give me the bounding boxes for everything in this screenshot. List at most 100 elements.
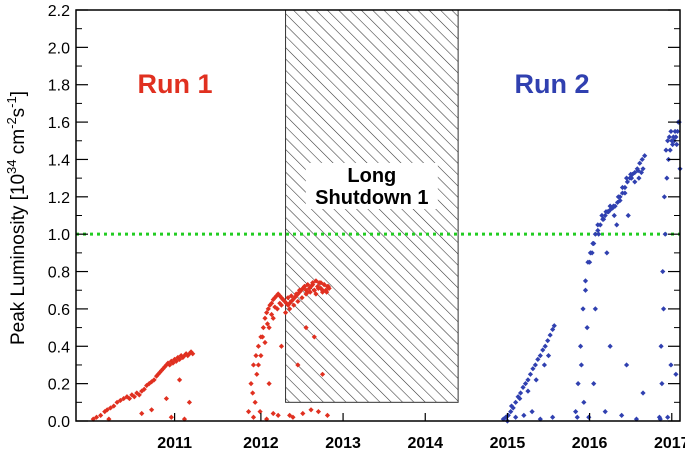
data-point xyxy=(592,231,598,237)
data-point xyxy=(591,240,597,247)
data-point xyxy=(634,166,640,172)
data-point xyxy=(252,399,258,405)
data-point xyxy=(272,295,278,301)
data-point xyxy=(624,179,631,185)
x-tick-label: 2017 xyxy=(654,435,685,452)
y-tick-label: 0.6 xyxy=(48,302,70,319)
data-point xyxy=(305,282,311,288)
data-point xyxy=(625,212,631,219)
data-point xyxy=(610,203,617,209)
data-point xyxy=(656,414,663,420)
data-point xyxy=(264,310,270,316)
data-point xyxy=(584,324,590,331)
data-point xyxy=(550,414,556,420)
data-point xyxy=(250,362,257,368)
data-point xyxy=(628,175,635,181)
data-point xyxy=(274,306,280,312)
data-point xyxy=(186,399,193,405)
data-point xyxy=(295,362,301,368)
data-point xyxy=(577,343,584,349)
data-point xyxy=(306,285,312,291)
data-point xyxy=(535,356,541,362)
data-point xyxy=(303,291,309,297)
data-point xyxy=(255,362,262,368)
data-point xyxy=(587,259,593,265)
data-point xyxy=(311,334,317,340)
data-point xyxy=(580,306,586,312)
data-point xyxy=(139,410,145,417)
data-point xyxy=(285,295,291,301)
data-point xyxy=(513,414,519,420)
data-point xyxy=(573,409,579,415)
data-point xyxy=(605,209,612,215)
data-point xyxy=(176,377,183,383)
data-point xyxy=(188,349,194,355)
data-point xyxy=(515,394,521,400)
data-point xyxy=(273,293,280,299)
data-point xyxy=(537,416,543,422)
data-point xyxy=(522,381,529,387)
data-point xyxy=(291,295,298,301)
data-point xyxy=(614,222,620,228)
data-point xyxy=(520,384,526,390)
data-point xyxy=(106,416,112,422)
data-point xyxy=(642,153,648,159)
data-point xyxy=(275,291,281,297)
y-tick-label: 1.2 xyxy=(48,190,70,207)
data-point xyxy=(136,392,142,398)
shutdown-label-line2: Shutdown 1 xyxy=(315,187,428,209)
data-point xyxy=(622,190,628,196)
x-axis-ticks: 2011 2012 2013 2014 2015 2016 2017 xyxy=(157,413,685,452)
data-point xyxy=(615,194,621,200)
data-point xyxy=(640,390,646,396)
data-point xyxy=(262,315,268,321)
x-tick-label: 2016 xyxy=(572,435,608,452)
data-point xyxy=(574,414,580,420)
data-point xyxy=(131,394,137,400)
data-point xyxy=(181,416,188,422)
data-point xyxy=(325,283,331,290)
data-point xyxy=(315,285,322,291)
data-point xyxy=(295,298,301,305)
data-point xyxy=(662,231,668,237)
y-axis-label-unit1: cm xyxy=(8,129,29,160)
data-point xyxy=(632,179,638,185)
data-point xyxy=(628,171,634,177)
data-point xyxy=(663,147,669,153)
y-tick-label: 0.2 xyxy=(48,377,70,394)
data-point xyxy=(102,409,108,415)
data-point xyxy=(277,300,283,306)
data-point xyxy=(521,412,527,418)
data-point xyxy=(640,166,646,172)
data-point xyxy=(308,407,314,413)
data-point xyxy=(611,212,617,219)
data-point xyxy=(658,343,664,349)
data-point xyxy=(582,278,589,284)
y-tick-label: 2.0 xyxy=(48,40,70,57)
data-point xyxy=(245,409,252,415)
data-point xyxy=(157,369,163,376)
data-point xyxy=(272,304,278,310)
x-tick-label: 2014 xyxy=(407,435,443,452)
data-point xyxy=(283,300,289,306)
data-point xyxy=(589,250,595,256)
data-point xyxy=(270,410,276,417)
data-point xyxy=(186,351,193,357)
data-point xyxy=(266,381,272,387)
data-point xyxy=(668,362,674,368)
data-point xyxy=(604,250,610,256)
data-point xyxy=(190,351,196,357)
data-point xyxy=(144,382,150,389)
data-point xyxy=(581,399,587,405)
data-point xyxy=(93,414,100,420)
data-point xyxy=(313,278,319,284)
data-point xyxy=(657,416,663,422)
data-point xyxy=(313,291,319,297)
data-point xyxy=(517,395,523,402)
data-point xyxy=(90,416,96,422)
data-point xyxy=(98,412,104,418)
data-point xyxy=(547,332,553,338)
data-point xyxy=(172,356,178,362)
data-point xyxy=(673,371,679,377)
